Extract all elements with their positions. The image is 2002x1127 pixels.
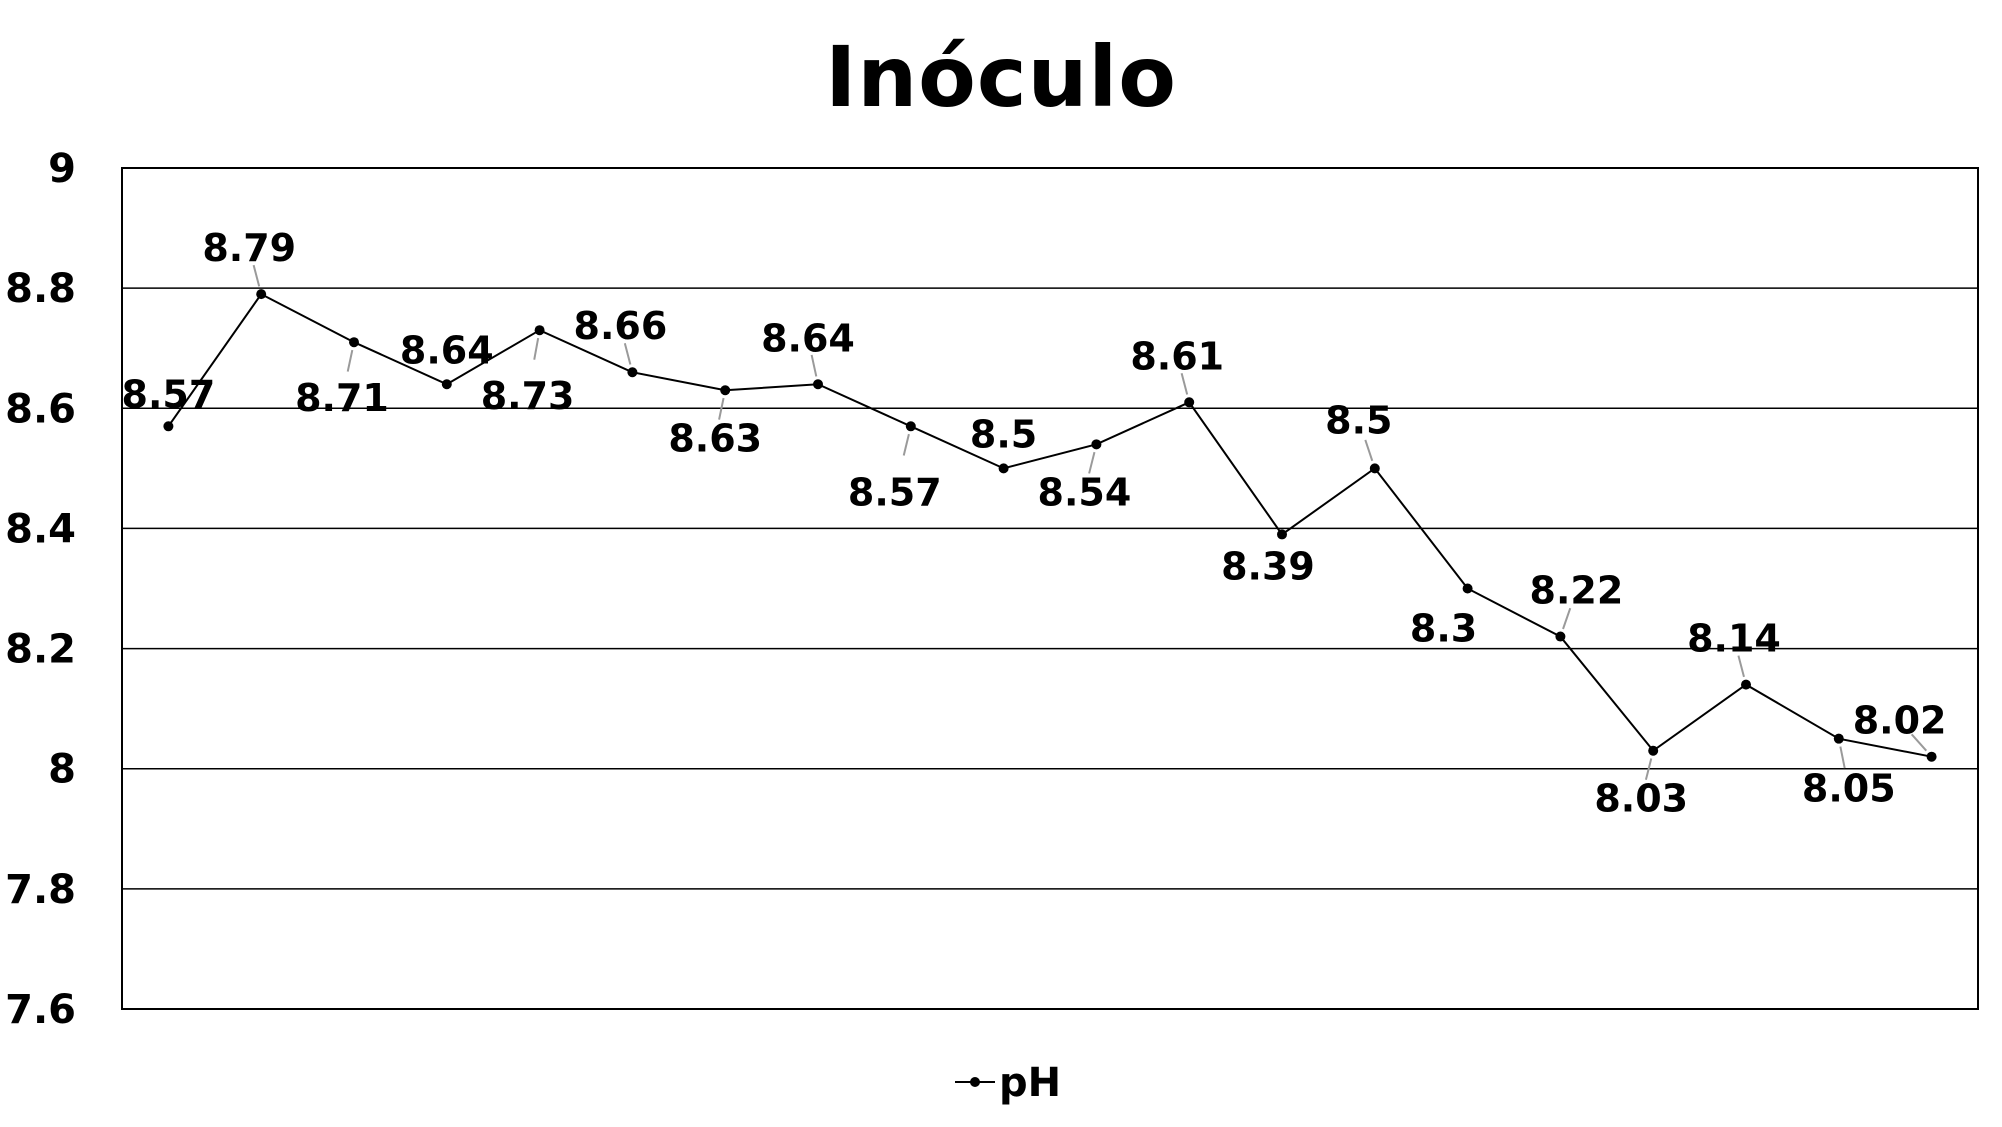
leader-line: [346, 349, 354, 372]
data-point: [349, 337, 359, 348]
data-label: 8.5: [1325, 398, 1392, 442]
leader-line: [718, 397, 725, 420]
data-point: [1833, 733, 1844, 744]
data-point: [1648, 745, 1659, 756]
y-tick-label: 8: [48, 747, 76, 793]
data-point: [163, 421, 174, 432]
data-label: 8.63: [668, 416, 762, 460]
data-label: 8.05: [1802, 767, 1896, 811]
legend-point-marker: [970, 1077, 980, 1087]
data-point: [256, 289, 267, 300]
data-label: 8.73: [481, 374, 575, 418]
legend-label-pH: pH: [999, 1060, 1061, 1106]
y-tick-label: 8.8: [5, 266, 76, 312]
data-point: [1369, 463, 1380, 474]
data-point: [813, 379, 823, 390]
data-label: 8.5: [970, 412, 1037, 456]
data-label: 8.22: [1530, 569, 1624, 613]
data-label: 8.57: [848, 470, 942, 514]
data-point: [720, 385, 731, 396]
y-tick-label: 7.8: [5, 867, 76, 913]
data-point: [905, 421, 916, 432]
legend: pH: [955, 1060, 1061, 1106]
leader-line: [810, 354, 818, 377]
data-point: [1926, 751, 1937, 762]
chart-title: Inóculo: [825, 28, 1177, 126]
data-label: 8.39: [1221, 544, 1315, 588]
data-label: 8.14: [1687, 617, 1781, 661]
data-point: [1091, 439, 1102, 450]
leader-line: [1839, 746, 1846, 769]
data-point: [534, 325, 545, 336]
data-point: [1741, 679, 1751, 690]
leader-line: [623, 342, 632, 365]
data-label: 8.61: [1130, 334, 1224, 378]
leader-line: [1364, 439, 1374, 462]
series-line-pH: [167, 292, 1932, 758]
leader-line: [1910, 733, 1928, 752]
leader-line: [533, 337, 540, 360]
data-label: 8.57: [122, 372, 216, 416]
leader-line: [1180, 372, 1189, 395]
leader-line: [1644, 758, 1653, 781]
data-point: [441, 379, 452, 390]
gridlines: [122, 287, 1978, 890]
y-tick-label: 7.6: [5, 987, 76, 1033]
leader-line: [902, 433, 910, 456]
data-label: 8.54: [1038, 470, 1132, 514]
data-point: [1277, 529, 1287, 540]
data-label-leader-lines: [252, 264, 1928, 781]
data-label: 8.66: [574, 304, 668, 348]
leader-line: [1562, 607, 1572, 630]
data-label: 8.3: [1410, 607, 1477, 651]
y-tick-label: 9: [48, 146, 76, 192]
y-tick-label: 8.2: [5, 627, 76, 673]
data-labels: 8.578.798.718.648.738.668.638.648.578.58…: [122, 226, 1947, 821]
y-tick-label: 8.4: [5, 506, 76, 552]
data-point: [1555, 631, 1566, 642]
plot-area-border: [121, 167, 1979, 1010]
data-label: 8.64: [400, 328, 494, 372]
data-point: [1184, 397, 1195, 408]
data-point: [998, 463, 1009, 474]
data-label: 8.71: [295, 376, 389, 420]
data-label: 8.79: [202, 226, 296, 270]
data-point: [1462, 583, 1473, 594]
data-point: [627, 367, 638, 378]
data-label: 8.02: [1853, 699, 1947, 743]
leader-line: [252, 264, 261, 287]
leader-line: [1737, 655, 1745, 678]
leader-line: [1088, 451, 1096, 474]
y-axis-tick-labels: 9 8.8 8.6 8.4 8.2 8 7.8 7.6: [5, 146, 76, 1033]
data-label: 8.64: [761, 316, 855, 360]
y-tick-label: 8.6: [5, 386, 76, 432]
data-label: 8.03: [1594, 777, 1688, 821]
series-pH: [163, 289, 1937, 762]
